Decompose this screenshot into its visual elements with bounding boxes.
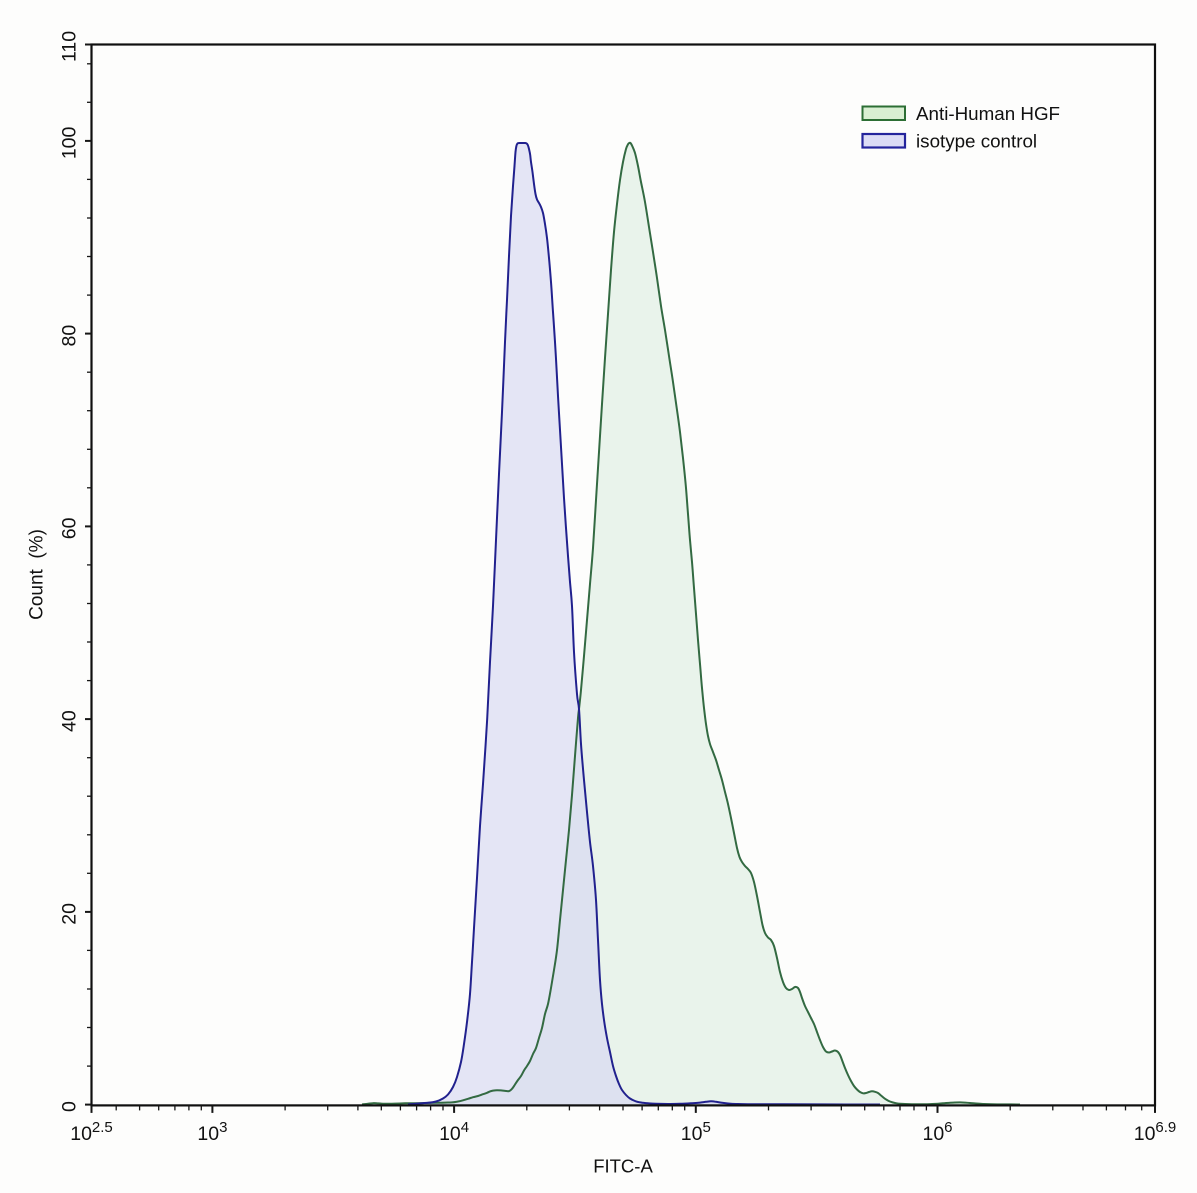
svg-text:110: 110: [59, 31, 81, 62]
svg-text:100: 100: [59, 126, 81, 159]
svg-text:isotype control: isotype control: [916, 130, 1037, 151]
svg-text:FITC-A: FITC-A: [593, 1156, 653, 1177]
svg-text:40: 40: [59, 710, 81, 732]
svg-text:104: 104: [439, 1119, 469, 1145]
svg-text:60: 60: [59, 517, 81, 539]
svg-text:20: 20: [59, 903, 81, 925]
svg-text:Anti-Human HGF: Anti-Human HGF: [916, 103, 1060, 124]
svg-text:80: 80: [59, 325, 81, 347]
svg-text:Count (%): Count (%): [27, 529, 48, 620]
svg-text:0: 0: [59, 1101, 81, 1112]
